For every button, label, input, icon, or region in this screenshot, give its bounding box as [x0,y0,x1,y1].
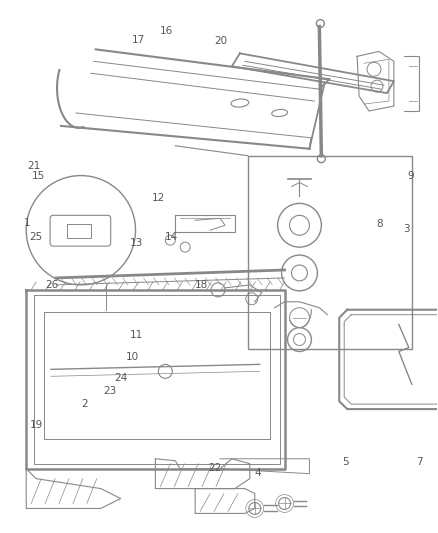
Text: 4: 4 [255,468,261,478]
Text: 3: 3 [403,224,410,235]
Text: 10: 10 [125,352,138,361]
Text: 13: 13 [130,238,143,248]
Text: 26: 26 [45,280,58,290]
Text: 17: 17 [132,35,145,45]
Text: 14: 14 [165,232,178,243]
Text: 2: 2 [81,399,88,409]
Text: 24: 24 [114,373,128,383]
Text: 21: 21 [28,161,41,171]
Text: 20: 20 [215,36,228,46]
Text: 15: 15 [32,172,45,181]
Text: 7: 7 [416,457,423,467]
Text: 9: 9 [407,172,414,181]
Text: 1: 1 [24,218,31,228]
Text: 22: 22 [208,463,221,473]
Text: 11: 11 [130,330,143,341]
Text: 16: 16 [160,26,173,36]
Bar [248,156,412,350]
Text: 8: 8 [377,219,383,229]
Text: 23: 23 [103,386,117,396]
Text: 12: 12 [152,192,165,203]
Text: 18: 18 [195,280,208,290]
Text: 25: 25 [30,232,43,243]
Text: 5: 5 [342,457,349,467]
Text: 19: 19 [30,421,43,430]
